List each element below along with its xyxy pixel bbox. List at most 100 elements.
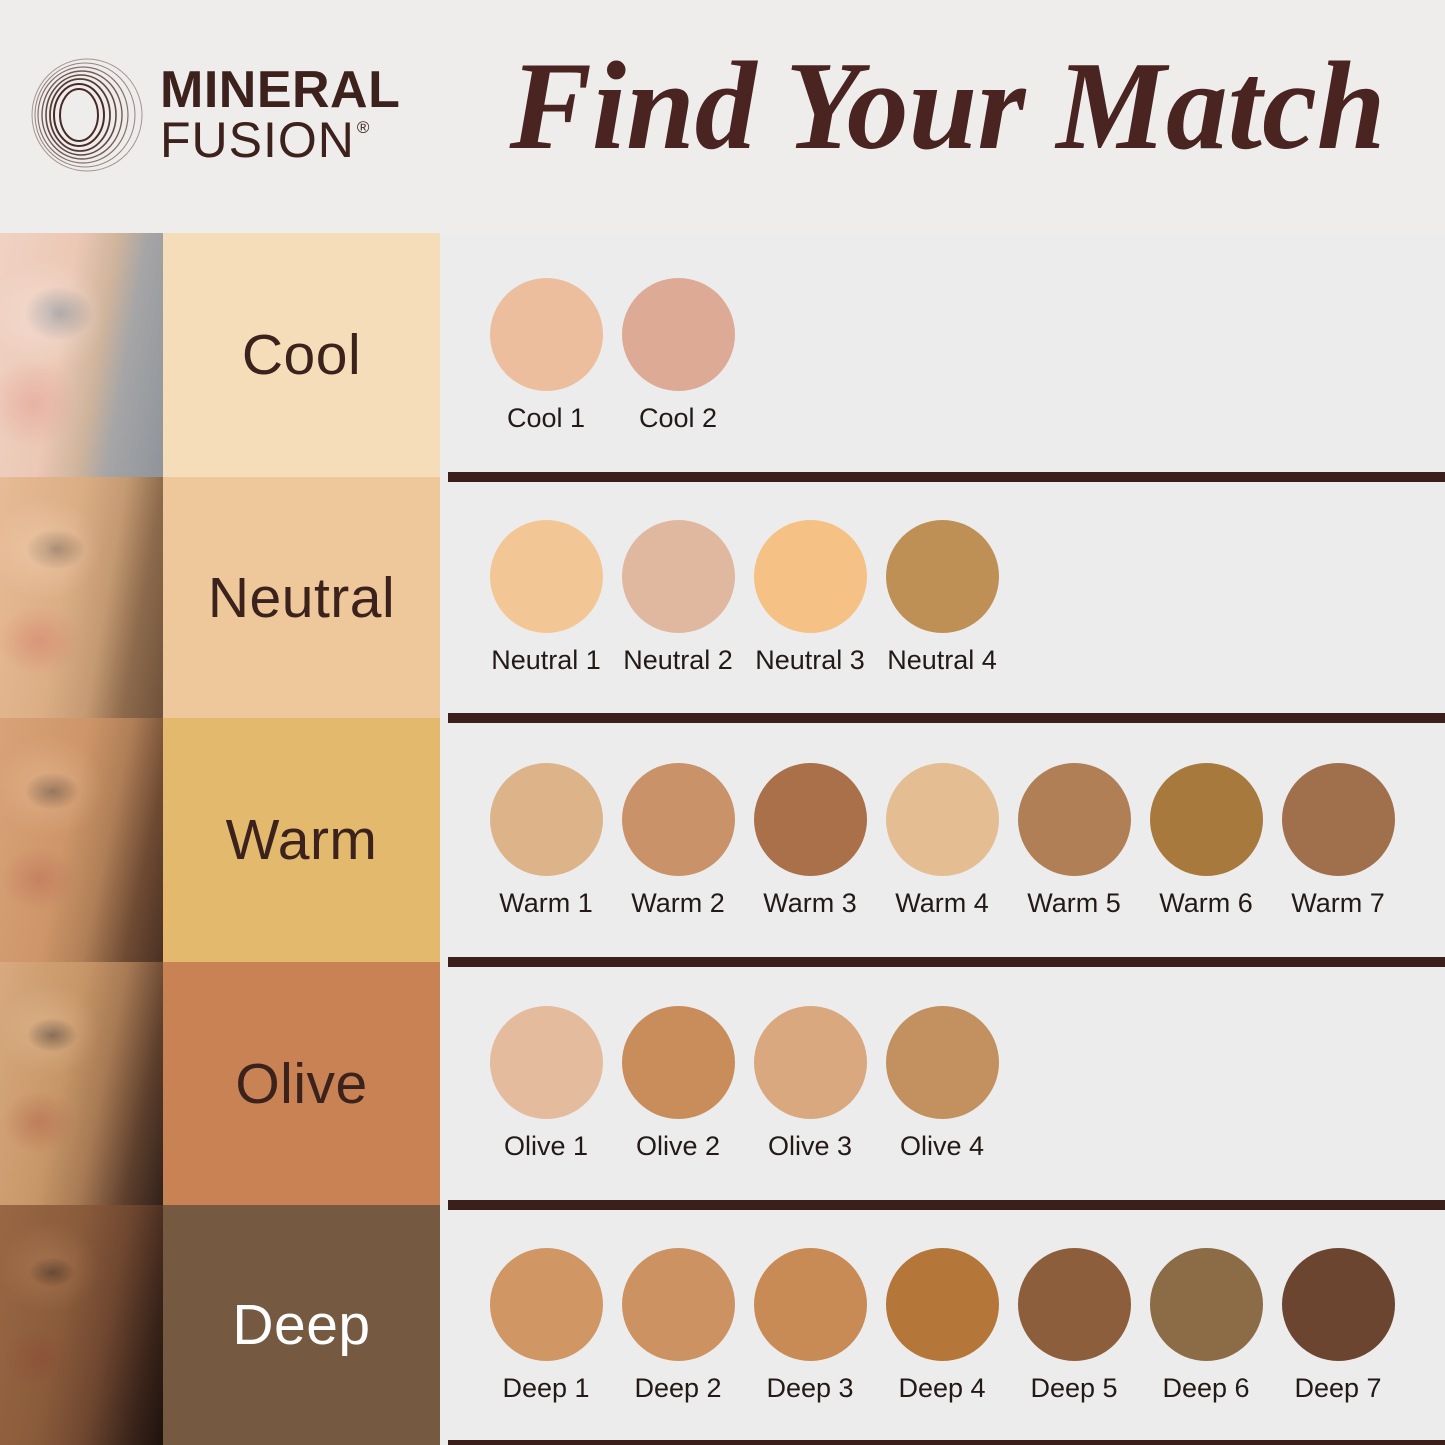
shade-color-circle[interactable] — [1017, 1248, 1131, 1361]
shade-swatch[interactable]: Warm 6 — [1140, 763, 1272, 919]
shade-swatch[interactable]: Neutral 2 — [612, 520, 744, 676]
shade-swatch[interactable]: Warm 1 — [480, 763, 612, 919]
model-photo-warm — [0, 718, 163, 962]
swatch-panel-neutral: Neutral 1 Neutral 2 Neutral 3 Neutral 4 — [440, 477, 1445, 718]
shade-swatch[interactable]: Neutral 3 — [744, 520, 876, 676]
shade-swatch[interactable]: Warm 4 — [876, 763, 1008, 919]
shade-swatch[interactable]: Deep 5 — [1008, 1248, 1140, 1404]
page-title: Find Your Match — [509, 37, 1386, 176]
model-olive-portrait — [0, 962, 163, 1205]
shade-name-label: Neutral 1 — [491, 645, 601, 675]
shade-color-circle[interactable] — [489, 278, 603, 391]
shade-name-label: Deep 6 — [1162, 1373, 1250, 1403]
undertone-band-warm[interactable]: Warm — [163, 718, 440, 962]
row-divider — [448, 477, 1445, 482]
shade-color-circle[interactable] — [753, 1006, 867, 1119]
shade-color-circle[interactable] — [621, 1248, 735, 1361]
model-photo-olive — [0, 962, 163, 1205]
shade-color-circle[interactable] — [489, 1006, 603, 1119]
shade-swatch[interactable]: Deep 1 — [480, 1248, 612, 1404]
row-divider — [448, 713, 1445, 718]
undertone-band-olive[interactable]: Olive — [163, 962, 440, 1205]
shade-swatch[interactable]: Cool 1 — [480, 278, 612, 434]
shade-color-circle[interactable] — [621, 1006, 735, 1119]
shade-swatch[interactable]: Neutral 4 — [876, 520, 1008, 676]
page-header: MINERAL FUSION ® Find Your Match — [0, 0, 1445, 233]
shade-color-circle[interactable] — [1281, 1248, 1395, 1361]
shade-row-warm: Warm Warm 1 Warm 2 Warm 3 Warm 4 Warm 5 Warm 6… — [0, 718, 1445, 962]
swatch-panel-warm: Warm 1 Warm 2 Warm 3 Warm 4 Warm 5 Warm 6 Warm… — [440, 718, 1445, 962]
shade-swatch[interactable]: Warm 3 — [744, 763, 876, 919]
row-divider — [448, 472, 1445, 477]
shade-color-circle[interactable] — [753, 763, 867, 876]
shade-name-label: Warm 4 — [895, 888, 989, 918]
swatch-list: Warm 1 Warm 2 Warm 3 Warm 4 Warm 5 Warm 6 Warm… — [480, 763, 1445, 919]
undertone-label: Cool — [241, 323, 362, 387]
shade-swatch[interactable]: Deep 3 — [744, 1248, 876, 1404]
swatch-list: Olive 1 Olive 2 Olive 3 Olive 4 — [480, 1006, 1445, 1162]
undertone-band-deep[interactable]: Deep — [163, 1205, 440, 1445]
swatch-list: Neutral 1 Neutral 2 Neutral 3 Neutral 4 — [480, 520, 1445, 676]
shade-name-label: Deep 7 — [1294, 1373, 1382, 1403]
shade-swatch[interactable]: Olive 3 — [744, 1006, 876, 1162]
shade-color-circle[interactable] — [1017, 763, 1131, 876]
shade-swatch[interactable]: Warm 2 — [612, 763, 744, 919]
shade-color-circle[interactable] — [621, 763, 735, 876]
shade-row-list: Cool Cool 1 Cool 2 Neutral Neutral 1 Neutral … — [0, 233, 1445, 1445]
shade-name-label: Warm 7 — [1291, 888, 1385, 918]
shade-color-circle[interactable] — [489, 520, 603, 633]
shade-color-circle[interactable] — [885, 520, 999, 633]
shade-swatch[interactable]: Cool 2 — [612, 278, 744, 434]
shade-name-label: Deep 4 — [898, 1373, 986, 1403]
concentric-rings-logo-icon — [28, 56, 146, 174]
swatch-list: Deep 1 Deep 2 Deep 3 Deep 4 Deep 5 Deep 6 Deep… — [480, 1248, 1445, 1404]
model-cool-portrait — [0, 233, 163, 477]
shade-name-label: Olive 2 — [635, 1131, 721, 1161]
shade-color-circle[interactable] — [621, 278, 735, 391]
shade-name-label: Neutral 2 — [623, 645, 733, 675]
shade-color-circle[interactable] — [885, 1006, 999, 1119]
shade-swatch[interactable]: Warm 5 — [1008, 763, 1140, 919]
shade-swatch[interactable]: Olive 2 — [612, 1006, 744, 1162]
row-divider — [448, 718, 1445, 723]
model-deep-portrait — [0, 1205, 163, 1445]
shade-color-circle[interactable] — [753, 520, 867, 633]
undertone-label: Deep — [232, 1293, 371, 1357]
shade-color-circle[interactable] — [489, 763, 603, 876]
shade-name-label: Neutral 3 — [755, 645, 865, 675]
shade-swatch[interactable]: Deep 2 — [612, 1248, 744, 1404]
shade-color-circle[interactable] — [1149, 763, 1263, 876]
shade-name-label: Deep 2 — [634, 1373, 722, 1403]
shade-color-circle[interactable] — [885, 1248, 999, 1361]
shade-swatch[interactable]: Olive 1 — [480, 1006, 612, 1162]
undertone-band-cool[interactable]: Cool — [163, 233, 440, 477]
registered-trademark-icon: ® — [356, 117, 370, 137]
undertone-band-neutral[interactable]: Neutral — [163, 477, 440, 718]
shade-color-circle[interactable] — [489, 1248, 603, 1361]
swatch-panel-olive: Olive 1 Olive 2 Olive 3 Olive 4 — [440, 962, 1445, 1205]
shade-swatch[interactable]: Neutral 1 — [480, 520, 612, 676]
shade-color-circle[interactable] — [885, 763, 999, 876]
shade-row-olive: Olive Olive 1 Olive 2 Olive 3 Olive 4 — [0, 962, 1445, 1205]
shade-swatch[interactable]: Warm 7 — [1272, 763, 1404, 919]
shade-name-label: Neutral 4 — [887, 645, 997, 675]
undertone-label: Olive — [235, 1051, 368, 1116]
shade-color-circle[interactable] — [753, 1248, 867, 1361]
shade-row-neutral: Neutral Neutral 1 Neutral 2 Neutral 3 Neutra… — [0, 477, 1445, 718]
model-photo-deep — [0, 1205, 163, 1445]
shade-color-circle[interactable] — [1149, 1248, 1263, 1361]
shade-color-circle[interactable] — [621, 520, 735, 633]
shade-color-circle[interactable] — [1281, 763, 1395, 876]
shade-swatch[interactable]: Deep 7 — [1272, 1248, 1404, 1404]
shade-name-label: Deep 5 — [1030, 1373, 1118, 1403]
shade-name-label: Warm 6 — [1159, 888, 1253, 918]
model-photo-neutral — [0, 477, 163, 718]
shade-name-label: Warm 3 — [763, 888, 857, 918]
shade-swatch[interactable]: Olive 4 — [876, 1006, 1008, 1162]
shade-swatch[interactable]: Deep 4 — [876, 1248, 1008, 1404]
shade-swatch[interactable]: Deep 6 — [1140, 1248, 1272, 1404]
row-divider — [448, 962, 1445, 967]
brand-name-top: MINERAL — [160, 61, 401, 120]
brand-logo: MINERAL FUSION ® — [28, 55, 428, 175]
row-divider — [448, 1200, 1445, 1205]
